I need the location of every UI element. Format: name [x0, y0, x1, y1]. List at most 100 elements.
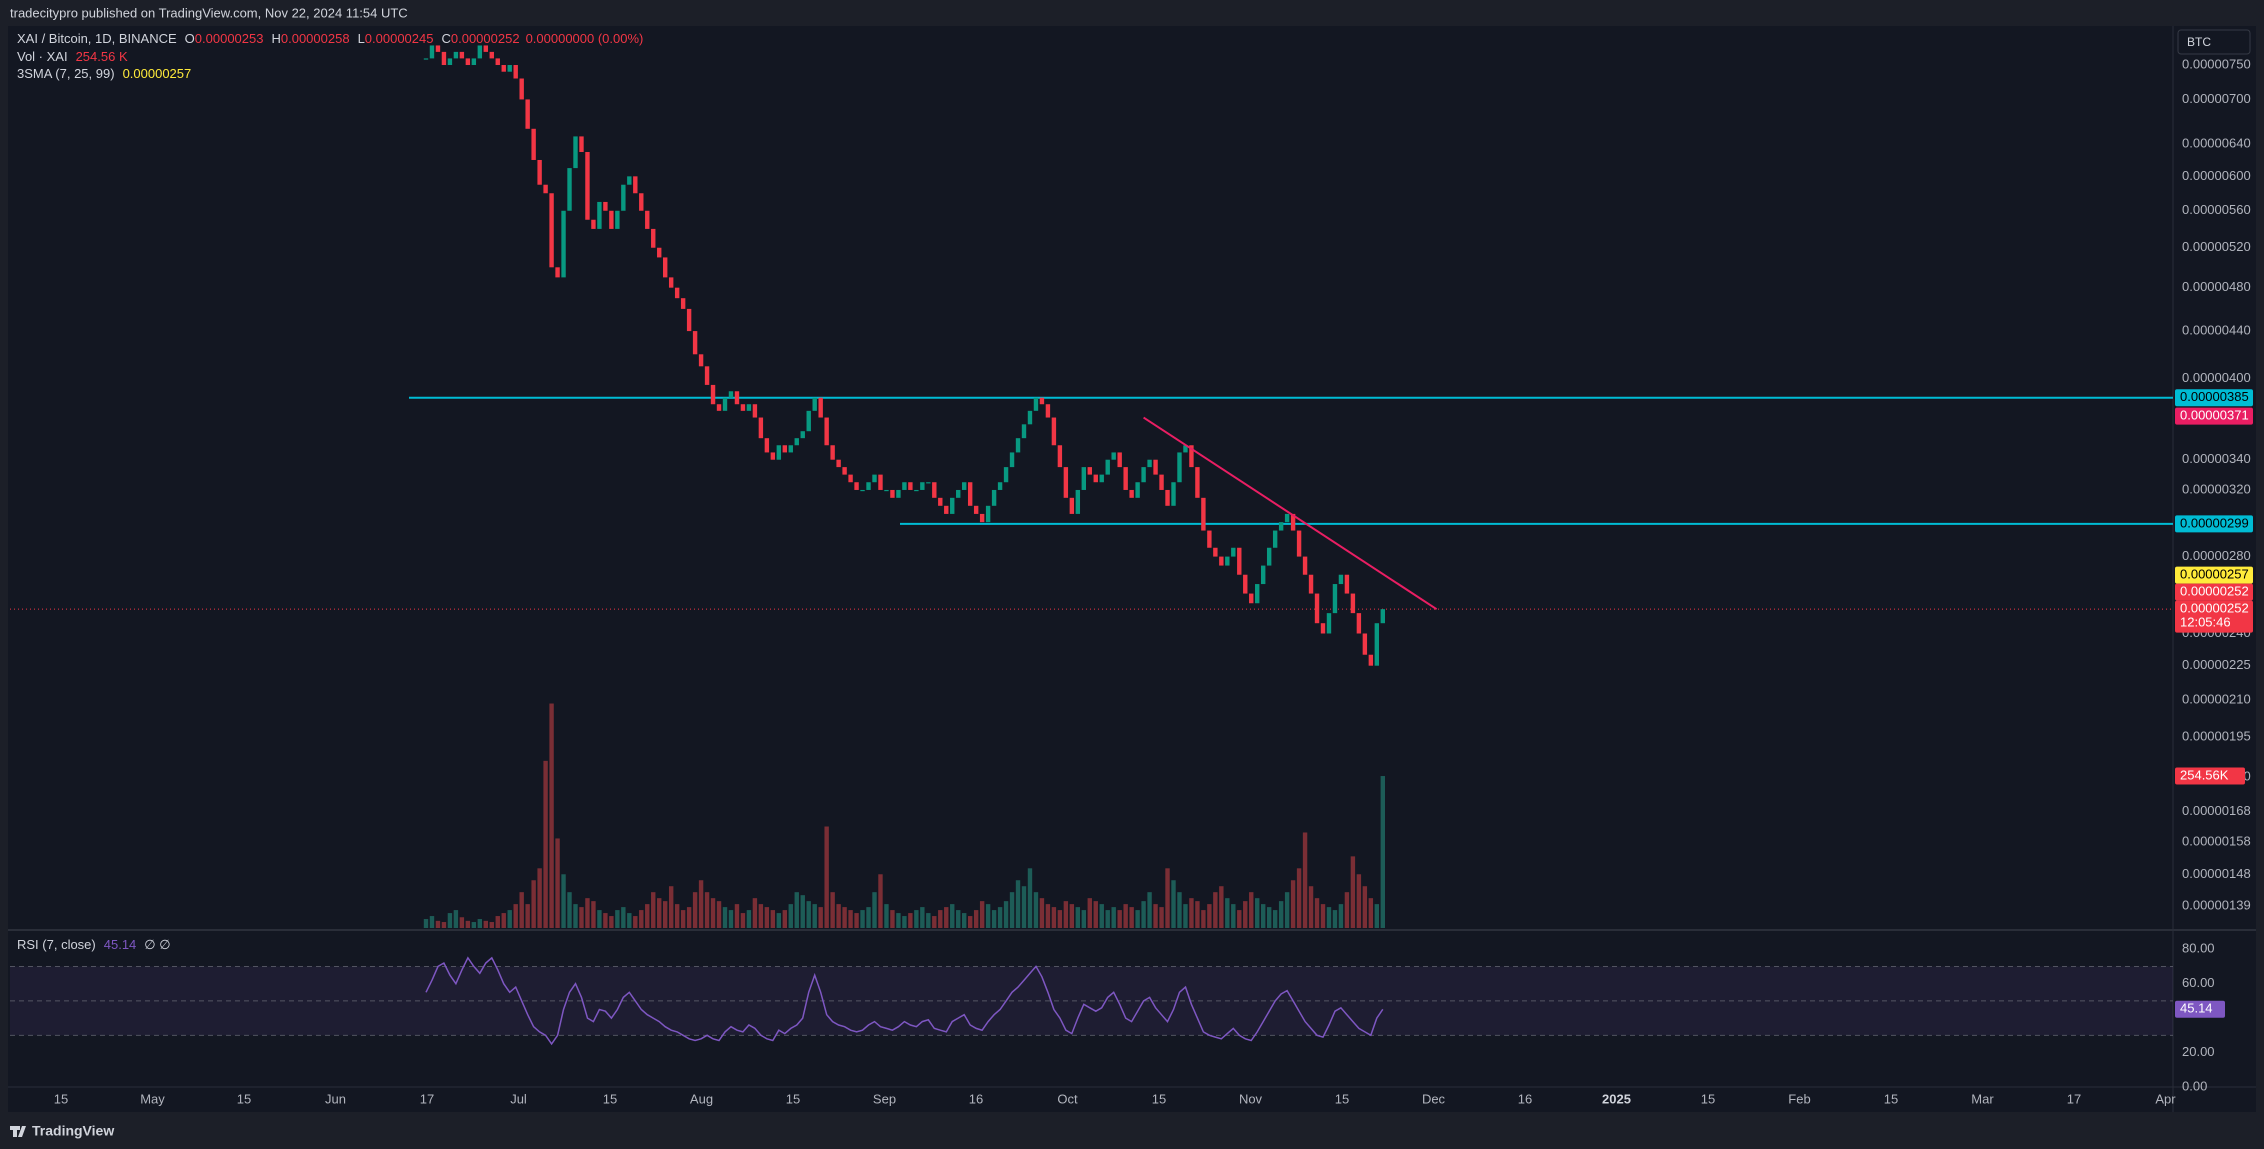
candle-body — [465, 58, 471, 66]
ohlc-value: 0.00000253 — [195, 31, 264, 46]
volume-bar — [1237, 910, 1242, 928]
candle-body — [896, 489, 901, 498]
candle-body — [698, 354, 704, 367]
volume-bar — [1177, 892, 1182, 928]
volume-bar — [979, 901, 985, 928]
candle-body — [973, 505, 979, 514]
volume-bar — [501, 913, 506, 928]
volume-bar — [603, 913, 608, 928]
brand-logo — [10, 1126, 26, 1137]
candle-body — [603, 201, 608, 211]
volume-bar — [692, 892, 698, 928]
x-tick-label: Nov — [1239, 1091, 1263, 1106]
candle-body — [985, 505, 991, 523]
volume-bar — [1189, 898, 1194, 928]
volume-bar — [1356, 874, 1362, 928]
legend-change: 0.00000000 (0.00%) — [526, 31, 644, 46]
candle-body — [722, 397, 728, 411]
volume-bar — [812, 904, 817, 928]
candle-body — [609, 210, 614, 229]
sma-value: 0.00000257 — [123, 66, 192, 81]
price-tag — [2175, 600, 2253, 633]
volume-bar — [1207, 904, 1212, 928]
volume-bar — [1051, 907, 1057, 928]
candle-body — [860, 489, 865, 492]
rsi-tag-label: 45.14 — [2180, 1001, 2213, 1016]
volume-bar — [525, 904, 530, 928]
volume-bar — [1183, 904, 1188, 928]
candle-body — [1374, 623, 1380, 666]
candle-body — [1003, 467, 1009, 483]
candle-body — [663, 257, 668, 278]
rsi-label: RSI (7, close) — [17, 937, 96, 952]
candle-body — [680, 298, 686, 309]
ohlc-key: H — [271, 31, 280, 46]
candle-body — [1243, 574, 1248, 594]
candle-body — [920, 482, 925, 490]
candle-body — [824, 417, 829, 446]
x-tick-label: 17 — [2067, 1091, 2081, 1106]
candle-body — [633, 176, 638, 194]
candle-body — [854, 482, 859, 490]
candle-body — [1219, 556, 1224, 566]
candle-body — [561, 210, 566, 278]
volume-bar — [1003, 901, 1009, 928]
candle-body — [567, 168, 572, 211]
volume-bar — [1057, 910, 1063, 928]
candle-body — [597, 201, 602, 229]
candle-body — [435, 45, 441, 52]
candle-body — [1326, 613, 1332, 634]
volume-bar — [555, 838, 560, 928]
candle-body — [1314, 593, 1320, 624]
candle-body — [1368, 654, 1374, 666]
volume-bar — [830, 892, 835, 928]
volume-bar — [1063, 901, 1069, 928]
volume-bar — [716, 901, 722, 928]
candle-body — [1272, 530, 1278, 548]
volume-bar — [1380, 776, 1385, 928]
x-tick-label: 16 — [969, 1091, 983, 1106]
volume-bar — [1009, 892, 1015, 928]
candle-body — [1278, 522, 1284, 531]
candle-body — [944, 505, 949, 514]
x-tick-label: 16 — [1518, 1091, 1532, 1106]
volume-bar — [537, 868, 542, 928]
volume-tag — [2175, 767, 2245, 785]
candle-body — [1338, 574, 1344, 585]
candle-body — [1021, 424, 1027, 439]
volume-bar — [973, 910, 979, 928]
candle-body — [1201, 497, 1206, 531]
candle-body — [668, 277, 674, 288]
volume-bar — [878, 874, 883, 928]
volume-bar — [549, 703, 554, 928]
y-tick-label: 0.00000400 — [2182, 370, 2251, 385]
volume-value: 254.56 K — [76, 49, 128, 64]
x-tick-label: Oct — [1057, 1091, 1078, 1106]
volume-bar — [453, 910, 459, 928]
volume-bar — [1326, 907, 1332, 928]
volume-bar — [944, 907, 949, 928]
volume-bar — [1123, 904, 1128, 928]
rsi-tick-label: 0.00 — [2182, 1078, 2207, 1093]
y-tick-label: 0.00000158 — [2182, 834, 2251, 849]
volume-bar — [1099, 904, 1104, 928]
candle-body — [866, 482, 871, 490]
candle-body — [842, 467, 847, 475]
candle-body — [1063, 467, 1069, 498]
currency-button[interactable] — [2177, 29, 2251, 55]
x-tick-label: Aug — [690, 1091, 713, 1106]
currency-label[interactable]: BTC — [2187, 35, 2211, 49]
volume-bar — [1039, 898, 1045, 928]
x-tick-label: 15 — [237, 1091, 251, 1106]
volume-bar — [788, 904, 793, 928]
x-tick-label: 15 — [1701, 1091, 1715, 1106]
volume-bar — [680, 910, 686, 928]
candle-body — [997, 482, 1003, 490]
candle-body — [1261, 565, 1266, 585]
candle-body — [513, 65, 518, 79]
y-tick-label: 0.00000520 — [2182, 239, 2251, 254]
volume-bar — [573, 904, 578, 928]
volume-bar — [1141, 901, 1146, 928]
volume-bar — [848, 910, 853, 928]
candle-body — [1356, 613, 1362, 634]
